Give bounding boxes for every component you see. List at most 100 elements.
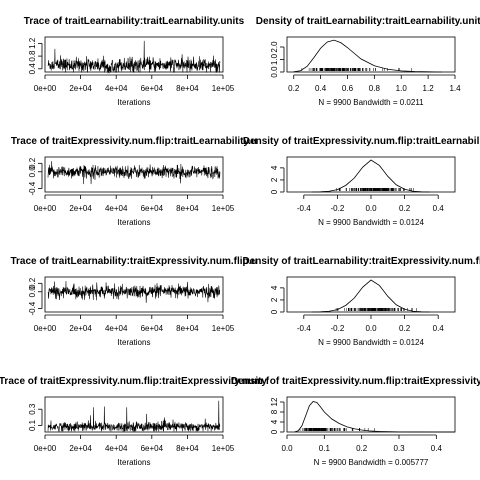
chart-panel: Trace of traitLearnability:traitExpressi…: [10, 256, 257, 347]
rug-marks: [299, 428, 375, 431]
x-axis-label: N = 9900 Bandwidth = 0.005777: [314, 458, 429, 467]
x-tick-label: 8e+04: [176, 324, 199, 333]
plot-frame: [44, 276, 224, 313]
x-tick-label: -0.4: [297, 324, 311, 333]
x-tick-label: 0.4: [431, 444, 443, 453]
y-tick-label: -0.4: [28, 301, 37, 315]
rug-marks: [336, 188, 414, 191]
x-tick-label: 2e+04: [69, 324, 92, 333]
plot-frame: [44, 156, 224, 193]
x-tick-label: 1.4: [449, 84, 461, 93]
y-tick-label: 4: [270, 285, 279, 290]
y-tick-label: 4: [270, 419, 279, 424]
x-axis-label: N = 9900 Bandwidth = 0.0211: [318, 98, 424, 107]
x-tick-label: 0.4: [433, 204, 445, 213]
x-tick-label: -0.2: [331, 204, 345, 213]
chart-title: Trace of traitExpressivity.num.flip:trai…: [0, 376, 270, 387]
x-tick-label: 0.6: [342, 84, 354, 93]
y-tick-label: 0.0: [28, 286, 37, 298]
x-tick-label: 0.0: [365, 324, 377, 333]
x-tick-label: 1.0: [396, 84, 408, 93]
x-tick-label: 8e+04: [176, 444, 199, 453]
x-tick-label: 0e+00: [34, 84, 57, 93]
x-tick-label: 1.2: [423, 84, 435, 93]
y-tick-label: 0.8: [28, 50, 37, 62]
x-tick-label: -0.2: [331, 324, 345, 333]
y-tick-label: 4: [270, 165, 279, 170]
y-tick-label: 2.0: [270, 41, 279, 53]
x-axis-label: N = 9900 Bandwidth = 0.0124: [318, 218, 424, 227]
chart-panel: Trace of traitExpressivity.num.flip:trai…: [0, 376, 270, 467]
x-tick-label: 0.3: [393, 444, 405, 453]
chart-title: Trace of traitLearnability:traitLearnabi…: [24, 16, 245, 27]
y-tick-label: 0: [270, 309, 279, 314]
trace-line: [47, 281, 221, 303]
y-tick-label: 0: [270, 429, 279, 434]
density-curve: [294, 401, 456, 433]
x-tick-label: 6e+04: [141, 444, 164, 453]
y-tick-label: 0: [270, 189, 279, 194]
rug-marks: [335, 308, 417, 311]
x-tick-label: 0.0: [281, 444, 293, 453]
chart-title: Trace of traitLearnability:traitExpressi…: [10, 256, 257, 267]
chart-panel: Density of traitExpressivity.num.flip:tr…: [243, 136, 480, 227]
x-tick-label: 0.2: [399, 324, 411, 333]
plot-frame: [286, 396, 456, 433]
x-tick-label: 0.0: [365, 204, 377, 213]
x-tick-label: 4e+04: [105, 84, 128, 93]
chart-title: Trace of traitExpressivity.num.flip:trai…: [11, 136, 257, 147]
x-tick-label: 0.4: [433, 324, 445, 333]
x-tick-label: 1e+05: [212, 444, 235, 453]
x-tick-label: 0e+00: [34, 204, 57, 213]
y-tick-label: 1.2: [28, 37, 37, 49]
x-tick-label: 0e+00: [34, 324, 57, 333]
chart-panel: Trace of traitLearnability:traitLearnabi…: [24, 16, 245, 107]
rug-marks: [301, 68, 412, 71]
trace-line: [47, 40, 221, 74]
y-tick-label: 2: [270, 177, 279, 182]
plot-frame: [44, 396, 224, 433]
y-tick-label: 0.2: [28, 157, 37, 169]
chart-title: Density of traitExpressivity.num.flip:tr…: [243, 136, 480, 147]
plot-frame: [286, 276, 456, 313]
x-tick-label: 0.2: [399, 204, 411, 213]
x-tick-label: 2e+04: [69, 444, 92, 453]
y-tick-label: 1.0: [270, 53, 279, 65]
x-axis-label: Iterations: [118, 458, 151, 467]
x-tick-label: 8e+04: [176, 204, 199, 213]
plot-frame: [286, 156, 456, 193]
chart-panel: Density of traitLearnability:traitExpres…: [242, 256, 480, 347]
x-tick-label: 0.2: [356, 444, 368, 453]
x-tick-label: 8e+04: [176, 84, 199, 93]
density-curve: [293, 39, 442, 73]
x-tick-label: -0.4: [297, 204, 311, 213]
x-axis-label: Iterations: [118, 98, 151, 107]
chart-panel: Density of traitExpressivity.num.flip:tr…: [231, 376, 480, 467]
chart-panel: Density of traitLearnability:traitLearna…: [256, 16, 480, 107]
chart-title: Density of traitExpressivity.num.flip:tr…: [231, 376, 480, 387]
y-tick-label: -0.4: [28, 181, 37, 195]
x-tick-label: 4e+04: [105, 204, 128, 213]
x-tick-label: 0.8: [369, 84, 381, 93]
y-tick-label: 0.2: [28, 277, 37, 289]
y-tick-label: 0.0: [28, 166, 37, 178]
trace-line: [47, 400, 221, 432]
x-tick-label: 1e+05: [212, 204, 235, 213]
y-tick-label: 0.0: [270, 66, 279, 78]
x-tick-label: 6e+04: [141, 324, 164, 333]
x-tick-label: 0e+00: [34, 444, 57, 453]
y-tick-label: 0.1: [28, 419, 37, 431]
x-tick-label: 1e+05: [212, 84, 235, 93]
x-tick-label: 6e+04: [141, 204, 164, 213]
x-tick-label: 1e+05: [212, 324, 235, 333]
trace-line: [47, 161, 221, 185]
x-tick-label: 6e+04: [141, 84, 164, 93]
x-tick-label: 4e+04: [105, 324, 128, 333]
x-axis-label: N = 9900 Bandwidth = 0.0124: [318, 338, 424, 347]
y-tick-label: 0.4: [28, 63, 37, 75]
chart-title: Density of traitLearnability:traitLearna…: [256, 16, 480, 27]
y-tick-label: 12: [270, 397, 279, 406]
density-curve: [312, 279, 430, 313]
x-tick-label: 2e+04: [69, 204, 92, 213]
